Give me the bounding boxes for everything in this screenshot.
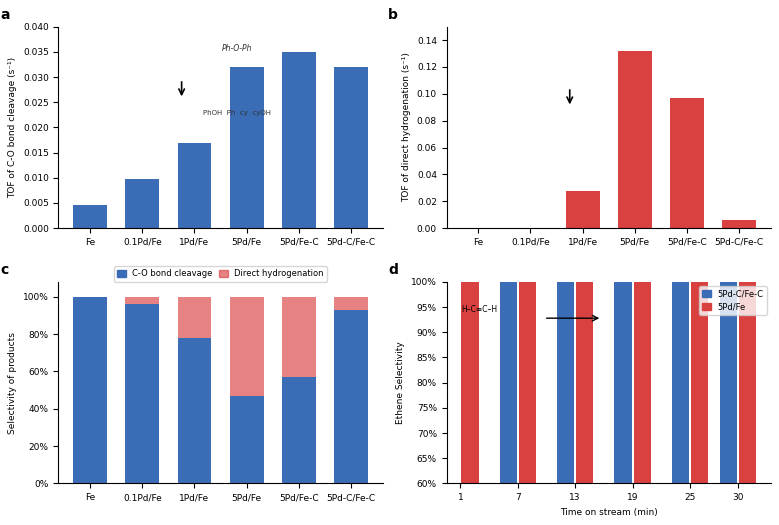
Bar [282,297,315,377]
Legend: 5Pd-C/Fe-C, 5Pd/Fe: 5Pd-C/Fe-C, 5Pd/Fe [699,286,767,315]
Bar [334,67,368,228]
Bar [334,310,368,484]
Bar [178,297,211,338]
Bar [738,70,756,484]
Text: PhOH  Ph  cy  cyOH: PhOH Ph cy cyOH [203,110,271,117]
Bar [618,51,652,228]
Bar [178,338,211,484]
Bar [125,297,159,304]
Bar [230,396,263,484]
Bar [230,67,263,228]
Bar [282,377,315,484]
Text: c: c [0,263,9,277]
Legend: C-O bond cleavage, Direct hydrogenation: C-O bond cleavage, Direct hydrogenation [114,266,327,281]
Bar [519,111,536,484]
Bar [670,98,703,228]
Bar [615,27,632,484]
Bar [125,304,159,484]
Bar [125,179,159,228]
Bar [720,23,737,484]
Text: b: b [388,8,398,22]
Bar [576,93,594,484]
Y-axis label: Selectivity of products: Selectivity of products [9,332,17,434]
Bar [557,27,574,484]
Bar [722,220,756,228]
Bar [461,166,478,484]
Bar [499,35,516,484]
Bar [334,297,368,310]
Text: H–C≡C–H: H–C≡C–H [461,305,497,314]
Text: Ph-O-Ph: Ph-O-Ph [221,44,252,53]
Bar [73,205,107,228]
X-axis label: Time on stream (min): Time on stream (min) [560,508,657,517]
Bar [691,78,708,484]
Bar [178,142,211,228]
Bar [282,52,315,228]
Y-axis label: Ethene Selectivity: Ethene Selectivity [397,341,405,424]
Y-axis label: TOF of direct hydrogenation (s⁻¹): TOF of direct hydrogenation (s⁻¹) [402,52,411,202]
Y-axis label: TOF of C-O bond cleavage (s⁻¹): TOF of C-O bond cleavage (s⁻¹) [9,57,17,198]
Bar [230,297,263,396]
Text: a: a [0,8,9,22]
Bar [633,83,650,484]
Bar [671,25,689,484]
Bar [566,191,600,228]
Bar [73,297,107,484]
Text: d: d [388,263,398,277]
